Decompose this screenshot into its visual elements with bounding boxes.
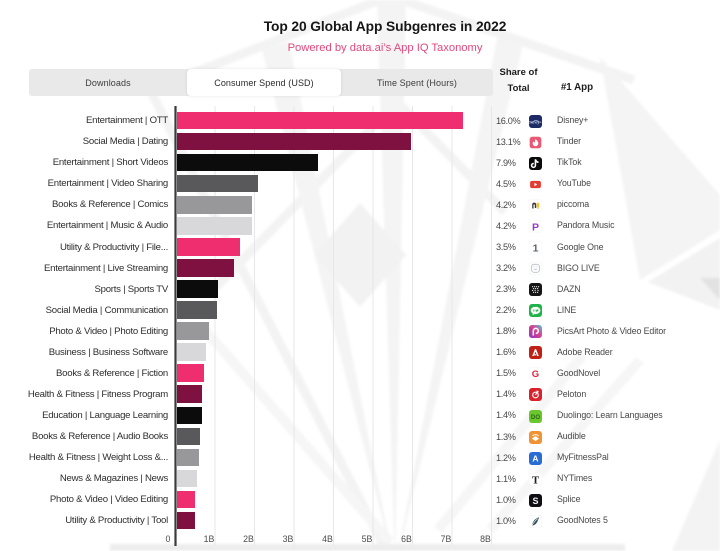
svg-text:G: G (532, 369, 539, 380)
svg-text:S: S (532, 495, 538, 505)
svg-text:Disney+: Disney+ (529, 120, 542, 124)
svg-text:DO: DO (531, 413, 540, 420)
svg-text:P: P (532, 221, 539, 233)
svg-text:1: 1 (533, 242, 539, 254)
svg-text:A: A (532, 453, 538, 463)
svg-text:T: T (532, 474, 540, 486)
